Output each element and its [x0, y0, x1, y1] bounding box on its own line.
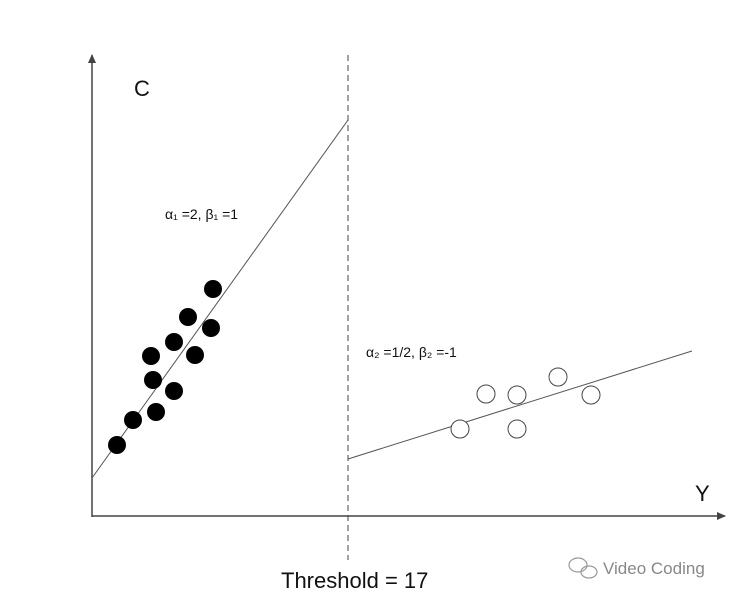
point: [507, 419, 527, 439]
point: [507, 385, 527, 405]
point: [142, 347, 160, 365]
point: [186, 346, 204, 364]
point: [124, 411, 142, 429]
watermark-icon: [568, 557, 598, 579]
point: [144, 371, 162, 389]
point: [581, 385, 601, 405]
watermark: Video Coding: [603, 559, 705, 578]
points-right: [450, 367, 601, 439]
point: [476, 384, 496, 404]
point: [179, 308, 197, 326]
points-left: [108, 280, 222, 454]
y-axis-label: C: [134, 76, 150, 101]
threshold-label: Threshold = 17: [281, 568, 428, 593]
point: [202, 319, 220, 337]
point: [548, 367, 568, 387]
point: [147, 403, 165, 421]
point: [108, 436, 126, 454]
point: [204, 280, 222, 298]
annotation: α₂ =1/2, β₂ =-1: [366, 344, 457, 360]
fit-line-right: [347, 350, 693, 460]
point: [165, 382, 183, 400]
point: [450, 419, 470, 439]
x-axis-label: Y: [695, 481, 710, 506]
point: [165, 333, 183, 351]
annotation: α₁ =2, β₁ =1: [165, 206, 238, 222]
